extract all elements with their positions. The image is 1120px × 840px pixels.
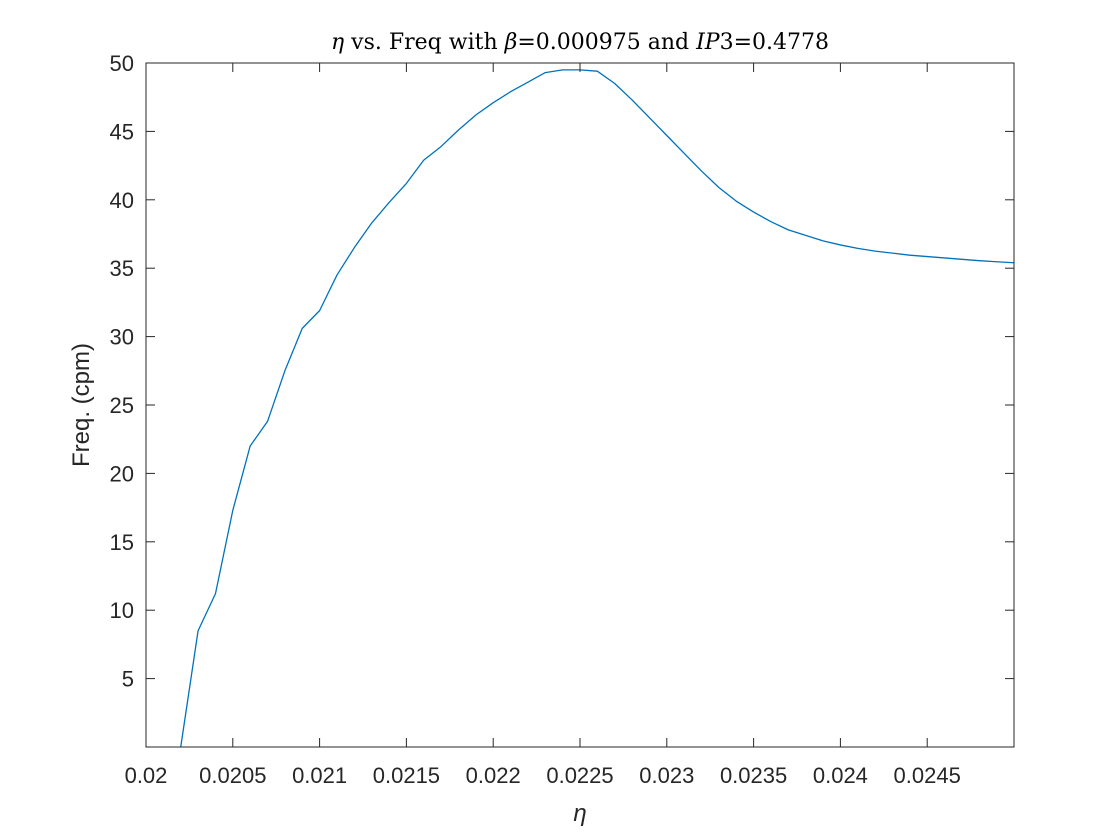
title-eta: η [331, 30, 344, 55]
y-tick-label: 15 [110, 530, 134, 555]
y-tick-label: 20 [110, 461, 134, 486]
title-part3: 3=0.4778 [720, 30, 829, 55]
x-tick-label: 0.023 [639, 763, 694, 788]
title-beta: β [504, 30, 518, 55]
chart-title: η vs. Freq with β=0.000975 and IP3=0.477… [331, 30, 829, 55]
y-tick-label: 45 [110, 119, 134, 144]
x-tick-label: 0.0235 [720, 763, 787, 788]
x-tick-label: 0.0245 [894, 763, 961, 788]
x-tick-label: 0.021 [292, 763, 347, 788]
x-tick-label: 0.02 [125, 763, 168, 788]
y-axis-ticks: 5 10 15 20 25 30 35 40 45 50 [110, 51, 1014, 692]
title-part1: vs. Freq with [344, 30, 504, 55]
series-line [180, 69, 1015, 748]
y-tick-label: 30 [110, 325, 134, 350]
x-tick-label: 0.022 [466, 763, 521, 788]
title-ip: IP [695, 30, 721, 55]
x-tick-label: 0.0205 [199, 763, 266, 788]
y-tick-label: 40 [110, 188, 134, 213]
y-tick-label: 10 [110, 598, 134, 623]
y-tick-label: 25 [110, 393, 134, 418]
y-axis-label: Freq. (cpm) [68, 343, 95, 467]
title-part2: =0.000975 and [517, 30, 696, 55]
x-axis-ticks: 0.02 0.0205 0.021 0.0215 0.022 0.0225 0.023 0.0… [125, 63, 961, 788]
x-axis-label: η [573, 800, 586, 827]
x-tick-label: 0.0215 [373, 763, 440, 788]
y-tick-label: 50 [110, 51, 134, 76]
x-tick-label: 0.024 [813, 763, 868, 788]
series-layer [180, 69, 1015, 748]
y-tick-label: 5 [122, 667, 134, 692]
x-tick-label: 0.0225 [546, 763, 613, 788]
plot-area [146, 63, 1014, 747]
y-tick-label: 35 [110, 256, 134, 281]
